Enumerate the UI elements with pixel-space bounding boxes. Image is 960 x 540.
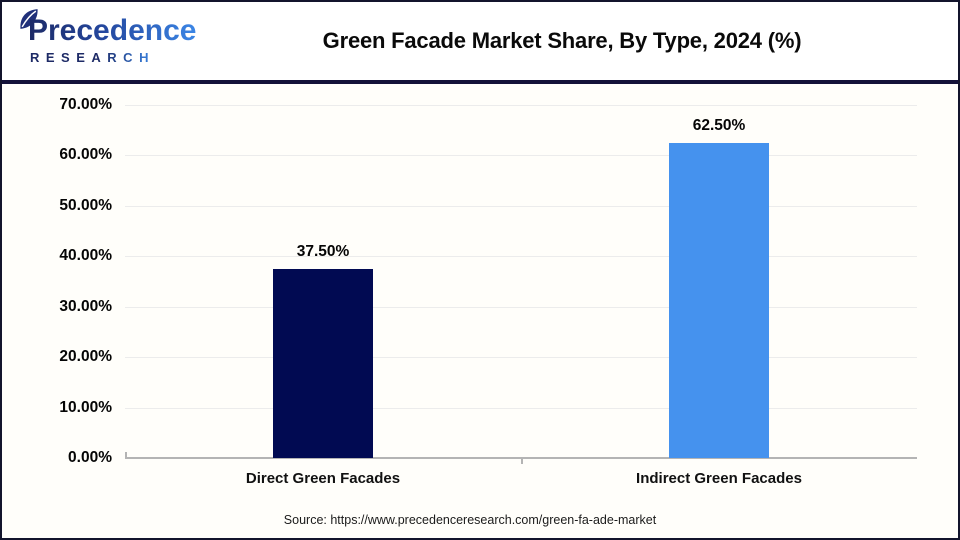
y-tick-label: 10.00% <box>59 398 112 416</box>
bar-value-label: 37.50% <box>296 242 350 260</box>
chart-title: Green Facade Market Share, By Type, 2024… <box>322 28 802 53</box>
logo-research-text: RESEARCH <box>30 50 155 65</box>
gridline <box>125 205 917 207</box>
bar <box>273 268 373 458</box>
bar-value-label: 62.50% <box>692 116 746 134</box>
gridline <box>125 256 917 258</box>
y-tick-label: 60.00% <box>59 146 112 164</box>
header-divider <box>2 80 958 84</box>
axis-start-tick <box>125 452 127 457</box>
y-tick-label: 20.00% <box>59 348 112 366</box>
y-tick-label: 0.00% <box>68 449 112 466</box>
logo-wordmark: Precedence <box>18 9 238 52</box>
gridline <box>125 357 917 359</box>
logo-brand-text: Precedence <box>28 14 197 47</box>
header: Precedence RESEARCH Green Facade Market … <box>2 2 958 80</box>
y-tick-label: 40.00% <box>59 247 112 265</box>
gridline <box>125 306 917 308</box>
y-tick-label: 30.00% <box>59 297 112 315</box>
y-tick-label: 50.00% <box>59 196 112 214</box>
bar <box>669 142 769 458</box>
leaf-icon <box>20 9 38 29</box>
y-tick-label: 70.00% <box>59 96 112 113</box>
category-separator-tick <box>521 458 523 464</box>
category-label: Direct Green Facades <box>245 470 401 487</box>
chart-area: Source: https://www.precedenceresearch.c… <box>2 84 958 538</box>
gridline <box>125 105 917 106</box>
source-caption: Source: https://www.precedenceresearch.c… <box>283 513 657 527</box>
gridline <box>125 407 917 409</box>
gridline <box>125 155 917 157</box>
category-label: Indirect Green Facades <box>636 470 802 487</box>
precedence-research-logo: Precedence RESEARCH <box>18 9 238 65</box>
